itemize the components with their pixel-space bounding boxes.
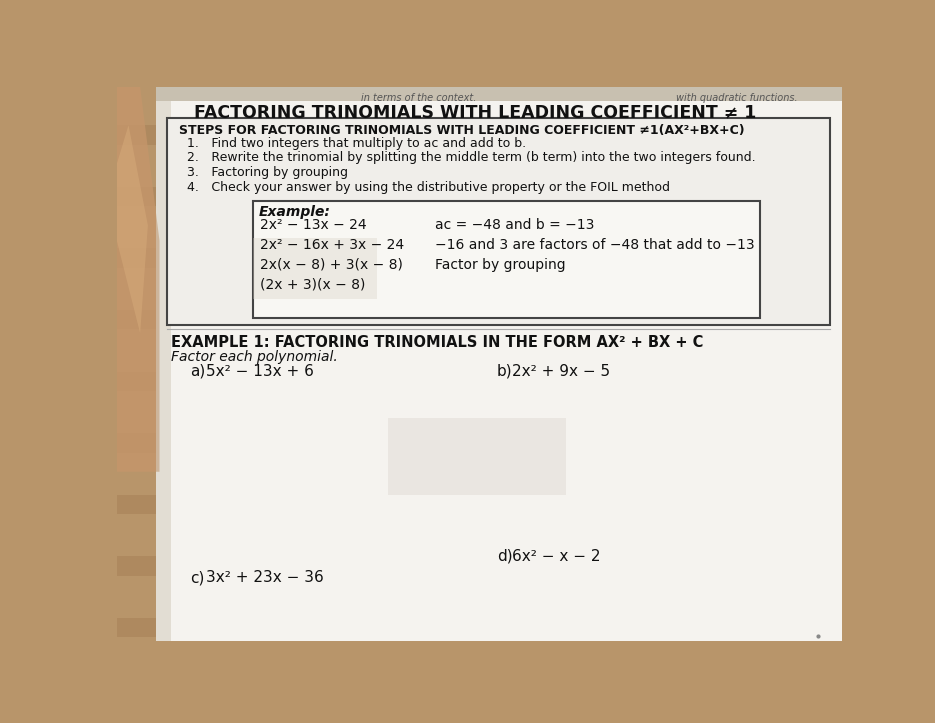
Text: in terms of the context.: in terms of the context. xyxy=(362,93,477,103)
Bar xyxy=(117,587,842,607)
Bar xyxy=(117,495,842,514)
FancyBboxPatch shape xyxy=(155,87,171,641)
Text: −16 and 3 are factors of −48 that add to −13: −16 and 3 are factors of −48 that add to… xyxy=(435,238,755,252)
Text: Factor each polynomial.: Factor each polynomial. xyxy=(171,350,338,364)
Text: 3. Factoring by grouping: 3. Factoring by grouping xyxy=(187,166,348,179)
Text: with quadratic functions.: with quadratic functions. xyxy=(676,93,798,103)
Text: 4. Check your answer by using the distributive property or the FOIL method: 4. Check your answer by using the distri… xyxy=(187,181,669,194)
Bar xyxy=(117,249,842,268)
FancyBboxPatch shape xyxy=(155,87,842,641)
Bar xyxy=(117,95,842,114)
Text: ac = −48 and b = −13: ac = −48 and b = −13 xyxy=(435,218,594,231)
Bar xyxy=(117,618,842,637)
Bar xyxy=(117,403,842,422)
Text: 6x² − x − 2: 6x² − x − 2 xyxy=(512,549,600,564)
Bar xyxy=(117,279,842,299)
Bar xyxy=(117,218,842,237)
Text: 1. Find two integers that multiply to ac and add to b.: 1. Find two integers that multiply to ac… xyxy=(187,137,525,150)
FancyBboxPatch shape xyxy=(155,87,842,100)
Polygon shape xyxy=(117,87,160,472)
Text: FACTORING TRINOMIALS WITH LEADING COEFFICIENT ≠ 1: FACTORING TRINOMIALS WITH LEADING COEFFI… xyxy=(194,103,756,121)
Bar xyxy=(117,372,842,391)
Bar xyxy=(117,649,842,668)
Text: (2x + 3)(x − 8): (2x + 3)(x − 8) xyxy=(260,278,366,291)
Text: Factor by grouping: Factor by grouping xyxy=(435,257,566,272)
Text: 2. Rewrite the trinomial by splitting the middle term (b term) into the two inte: 2. Rewrite the trinomial by splitting th… xyxy=(187,151,755,164)
Text: c): c) xyxy=(191,570,205,586)
Text: b): b) xyxy=(496,364,512,379)
Text: 3x² + 23x − 36: 3x² + 23x − 36 xyxy=(206,570,324,586)
Bar xyxy=(117,125,842,145)
Text: 5x² − 13x + 6: 5x² − 13x + 6 xyxy=(206,364,314,379)
Bar xyxy=(117,310,842,329)
Text: 2x(x − 8) + 3(x − 8): 2x(x − 8) + 3(x − 8) xyxy=(260,257,403,272)
Bar xyxy=(117,526,842,545)
Bar xyxy=(117,464,842,483)
Text: STEPS FOR FACTORING TRINOMIALS WITH LEADING COEFFICIENT ≠1(AX²+BX+C): STEPS FOR FACTORING TRINOMIALS WITH LEAD… xyxy=(179,124,744,137)
FancyBboxPatch shape xyxy=(388,418,567,495)
Bar xyxy=(117,341,842,360)
Text: EXAMPLE 1: FACTORING TRINOMIALS IN THE FORM AX² + BX + C: EXAMPLE 1: FACTORING TRINOMIALS IN THE F… xyxy=(171,335,703,350)
Polygon shape xyxy=(117,125,148,333)
Text: 2x² − 13x − 24: 2x² − 13x − 24 xyxy=(260,218,367,231)
Bar xyxy=(117,187,842,206)
FancyBboxPatch shape xyxy=(252,238,377,299)
Text: d): d) xyxy=(496,549,512,564)
Text: Example:: Example: xyxy=(259,205,331,218)
Bar xyxy=(117,433,842,453)
FancyBboxPatch shape xyxy=(167,118,830,325)
Bar xyxy=(117,557,842,576)
Bar xyxy=(117,680,842,699)
Text: 2x² − 16x + 3x − 24: 2x² − 16x + 3x − 24 xyxy=(260,238,404,252)
FancyBboxPatch shape xyxy=(252,201,760,318)
Bar xyxy=(117,156,842,175)
Text: 2x² + 9x − 5: 2x² + 9x − 5 xyxy=(512,364,611,379)
Text: a): a) xyxy=(191,364,206,379)
